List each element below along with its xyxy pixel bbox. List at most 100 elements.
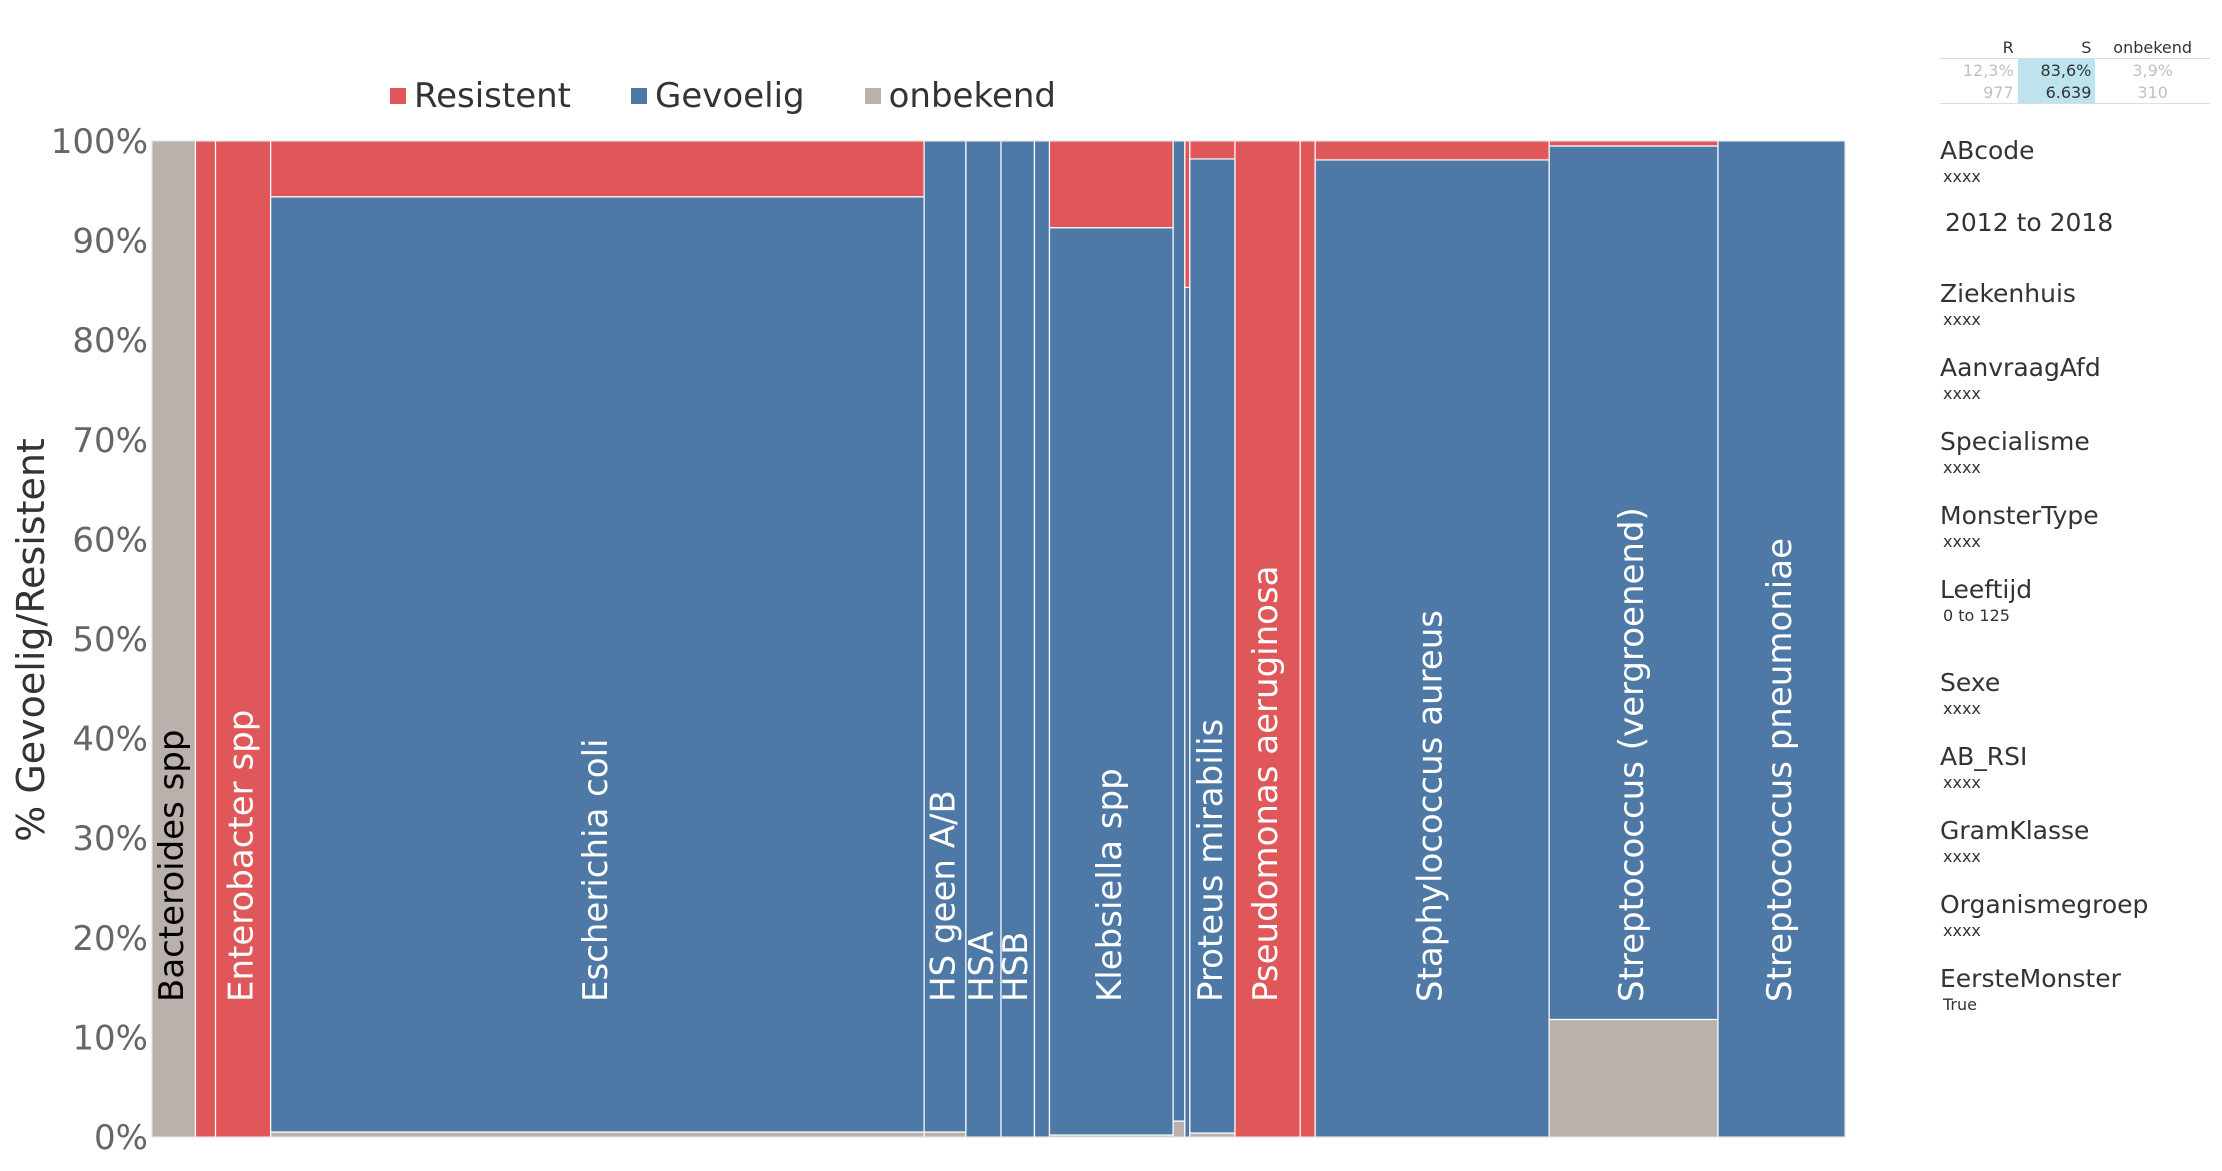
bar-segment-gevoelig[interactable] <box>270 196 925 1133</box>
bar-column[interactable] <box>1033 140 1051 1138</box>
legend-swatch-onbekend <box>864 88 881 104</box>
bar-segment-gevoelig[interactable] <box>1717 140 1846 1138</box>
filter-specialisme[interactable]: Specialisme xxxx <box>1940 427 2090 477</box>
summary-s-count[interactable]: 6.639 <box>2017 81 2096 104</box>
bar-segment-resistent[interactable] <box>270 140 925 198</box>
bar-column[interactable] <box>270 140 925 1138</box>
filter-organismegroep[interactable]: Organismegroep xxxx <box>1940 890 2148 940</box>
filter-label: Sexe <box>1940 668 2001 697</box>
bar-segment-gevoelig[interactable] <box>1172 140 1186 1122</box>
bar-segment-gevoelig[interactable] <box>1184 286 1191 1138</box>
bar-label: Klebsiella spp <box>1090 768 1130 1002</box>
bars <box>151 140 1846 1138</box>
bar-column[interactable] <box>151 140 197 1138</box>
bar-segment-gevoelig[interactable] <box>1033 140 1051 1138</box>
filter-value: xxxx <box>1943 458 1981 477</box>
filter-label: Organismegroep <box>1940 890 2149 919</box>
bar-column[interactable] <box>1234 140 1301 1138</box>
summary-onbekend-count[interactable]: 310 <box>2095 81 2210 104</box>
bar-column[interactable] <box>1548 140 1719 1138</box>
bar-segment-resistent[interactable] <box>1548 140 1719 147</box>
bar-label: Bacteroides spp <box>152 730 192 1002</box>
bar-segment-resistent[interactable] <box>194 140 217 1138</box>
bar-segment-resistent[interactable] <box>1048 140 1174 229</box>
bar-segment-gevoelig[interactable] <box>1048 227 1174 1136</box>
filter-monstertype[interactable]: MonsterType xxxx <box>1940 501 2099 551</box>
bar-column[interactable] <box>1172 140 1186 1138</box>
filter-eerstemonster[interactable]: EersteMonster True <box>1940 964 2121 1014</box>
mosaic-chart: Bacteroides spp Enterobacter spp Escherich… <box>9 122 1846 1158</box>
filter-abcode[interactable]: ABcode xxxx <box>1940 136 2035 186</box>
summary-r-percent[interactable]: 12,3% <box>1940 58 2018 81</box>
bar-label: Staphylococcus aureus <box>1411 610 1451 1002</box>
period-filter[interactable]: 2012 to 2018 <box>1945 208 2114 237</box>
filter-label: GramKlasse <box>1940 816 2090 845</box>
filter-value: xxxx <box>1943 773 1981 792</box>
filter-value: xxxx <box>1943 167 1981 186</box>
filter-ziekenhuis[interactable]: Ziekenhuis xxxx <box>1940 279 2076 329</box>
bar-segment-resistent[interactable] <box>1299 140 1316 1138</box>
bar-label: Escherichia coli <box>576 739 616 1003</box>
bar-label: Pseudomonas aeruginosa <box>1246 565 1286 1002</box>
bar-label: HSA <box>962 931 1002 1002</box>
filter-value: xxxx <box>1943 310 1981 329</box>
bar-segment-onbekend[interactable] <box>923 1131 967 1138</box>
filter-value: xxxx <box>1943 921 1981 940</box>
filter-label: AanvraagAfd <box>1940 353 2101 382</box>
bar-segment-resistent[interactable] <box>1184 140 1191 289</box>
filter-gramklasse[interactable]: GramKlasse xxxx <box>1940 816 2089 866</box>
filter-label: Leeftijd <box>1940 575 2033 604</box>
bar-segment-onbekend[interactable] <box>1548 1018 1719 1138</box>
y-tick-label: 50% <box>72 620 148 660</box>
filter-label: AB_RSI <box>1940 742 2028 771</box>
bar-segment-resistent[interactable] <box>1189 140 1236 160</box>
bar-column[interactable] <box>1299 140 1316 1138</box>
bar-segment-gevoelig[interactable] <box>1189 158 1236 1134</box>
bar-segment-resistent[interactable] <box>1314 140 1550 161</box>
bar-column[interactable] <box>1717 140 1846 1138</box>
y-tick-label: 60% <box>72 520 148 560</box>
bar-column[interactable] <box>194 140 217 1138</box>
bar-segment-gevoelig[interactable] <box>1548 145 1719 1021</box>
legend-label-resistent: Resistent <box>414 76 572 116</box>
y-tick-label: 40% <box>72 720 148 760</box>
bar-label: Streptococcus (vergroenend) <box>1612 507 1652 1002</box>
bar-segment-onbekend[interactable] <box>1172 1120 1186 1138</box>
legend-swatch-resistent <box>390 88 406 104</box>
filter-value: True <box>1943 995 1977 1014</box>
filter-aanvraagafd[interactable]: AanvraagAfd xxxx <box>1940 353 2101 403</box>
bar-label: Streptococcus pneumoniae <box>1760 538 1800 1002</box>
legend-label-onbekend: onbekend <box>888 76 1057 116</box>
filter-value: xxxx <box>1943 699 1981 718</box>
bar-segment-resistent[interactable] <box>1234 140 1301 1138</box>
legend-item-onbekend[interactable]: onbekend <box>864 76 1057 116</box>
filter-label: ABcode <box>1940 136 2035 165</box>
legend-item-resistent[interactable]: Resistent <box>390 76 571 116</box>
summary-header-onbekend: onbekend <box>2113 37 2193 57</box>
y-tick-label: 80% <box>72 321 148 361</box>
bar-segment-gevoelig[interactable] <box>965 140 1002 1138</box>
summary-s-percent[interactable]: 83,6% <box>2017 58 2096 81</box>
bar-column[interactable] <box>1048 140 1174 1138</box>
filter-ab-rsi[interactable]: AB_RSI xxxx <box>1940 742 2027 792</box>
summary-header-r: R <box>2002 37 2014 57</box>
filter-label: Specialisme <box>1940 427 2090 456</box>
legend-item-gevoelig[interactable]: Gevoelig <box>631 76 805 116</box>
bar-segment-gevoelig[interactable] <box>923 140 967 1133</box>
bar-column[interactable] <box>1189 140 1236 1138</box>
legend-label-gevoelig: Gevoelig <box>655 76 805 116</box>
filter-label: MonsterType <box>1940 501 2099 530</box>
bar-segment-onbekend[interactable] <box>151 140 197 1138</box>
bar-segment-gevoelig[interactable] <box>1314 159 1550 1138</box>
summary-onbekend-percent[interactable]: 3,9% <box>2095 58 2210 81</box>
bar-column[interactable] <box>1314 140 1550 1138</box>
bar-column[interactable] <box>965 140 1002 1138</box>
filter-value: xxxx <box>1943 532 1981 551</box>
bar-column[interactable] <box>923 140 967 1138</box>
bar-segment-onbekend[interactable] <box>270 1131 925 1138</box>
summary-r-count[interactable]: 977 <box>1940 81 2018 104</box>
summary-header-s: S <box>2081 37 2092 57</box>
filter-leeftijd[interactable]: Leeftijd 0 to 125 <box>1940 575 2032 625</box>
filter-sexe[interactable]: Sexe xxxx <box>1940 668 2000 718</box>
bar-column[interactable] <box>1184 140 1191 1138</box>
